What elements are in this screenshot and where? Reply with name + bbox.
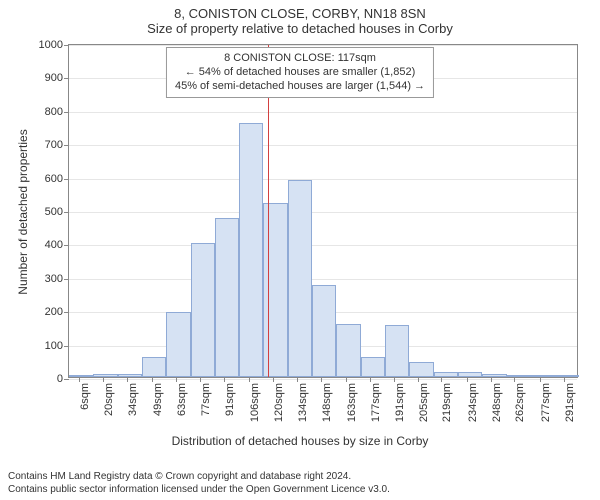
histogram-bar [482,374,506,377]
histogram-bar [507,375,531,377]
ytick-label: 300 [45,273,69,285]
xtick-mark [441,377,442,382]
ytick-label: 200 [45,306,69,318]
chart-subtitle: Size of property relative to detached ho… [0,21,600,40]
annotation-line-1: 8 CONISTON CLOSE: 117sqm [175,52,425,66]
y-axis-label: Number of detached properties [16,129,30,294]
xtick-mark [346,377,347,382]
ytick-label: 600 [45,173,69,185]
xtick-label: 106sqm [249,383,261,422]
ytick-label: 700 [45,139,69,151]
xtick-mark [394,377,395,382]
histogram-bar [555,375,579,377]
xtick-label: 163sqm [346,383,358,422]
histogram-bar [69,375,93,377]
gridline-h [69,179,577,180]
xtick-label: 91sqm [224,383,236,416]
ytick-label: 0 [57,373,69,385]
x-axis-label: Distribution of detached houses by size … [172,434,429,448]
xtick-label: 148sqm [321,383,333,422]
gridline-h [69,212,577,213]
xtick-mark [273,377,274,382]
xtick-mark [152,377,153,382]
xtick-label: 177sqm [370,383,382,422]
xtick-label: 205sqm [418,383,430,422]
xtick-label: 277sqm [540,383,552,422]
histogram-bar [409,362,433,377]
xtick-mark [127,377,128,382]
annotation-line-3: 45% of semi-detached houses are larger (… [175,80,425,94]
xtick-label: 262sqm [514,383,526,422]
xtick-label: 34sqm [127,383,139,416]
xtick-mark [467,377,468,382]
histogram-bar [336,324,360,377]
histogram-bar [93,374,117,377]
gridline-h [69,245,577,246]
histogram-bar [361,357,385,377]
xtick-label: 248sqm [491,383,503,422]
gridline-h [69,279,577,280]
xtick-label: 120sqm [273,383,285,422]
gridline-h [69,145,577,146]
histogram-bar [239,123,263,377]
xtick-label: 291sqm [564,383,576,422]
xtick-mark [514,377,515,382]
histogram-bar [191,243,215,377]
histogram-bar [166,312,190,377]
xtick-label: 49sqm [152,383,164,416]
xtick-label: 77sqm [200,383,212,416]
xtick-mark [564,377,565,382]
xtick-label: 234sqm [467,383,479,422]
xtick-label: 191sqm [394,383,406,422]
ytick-label: 500 [45,206,69,218]
histogram-bar [118,374,142,377]
histogram-bar [215,218,239,377]
xtick-label: 219sqm [441,383,453,422]
footer-line-2: Contains public sector information licen… [8,483,390,496]
histogram-bar [434,372,458,377]
histogram-bar [288,180,312,377]
xtick-mark [176,377,177,382]
chart-title: 8, CONISTON CLOSE, CORBY, NN18 8SN [0,0,600,21]
xtick-mark [200,377,201,382]
annotation-line-2: ← 54% of detached houses are smaller (1,… [175,66,425,80]
xtick-mark [321,377,322,382]
histogram-bar [385,325,409,377]
xtick-mark [249,377,250,382]
histogram-bar [458,372,482,377]
footer-attribution: Contains HM Land Registry data © Crown c… [8,470,390,496]
gridline-h [69,379,577,380]
xtick-mark [297,377,298,382]
footer-line-1: Contains HM Land Registry data © Crown c… [8,470,390,483]
histogram-bar [531,375,555,377]
gridline-h [69,45,577,46]
xtick-mark [370,377,371,382]
xtick-label: 6sqm [79,383,91,410]
xtick-mark [540,377,541,382]
xtick-label: 20sqm [103,383,115,416]
chart-root: { "header": { "address_line": "8, CONIST… [0,0,600,500]
xtick-label: 63sqm [176,383,188,416]
ytick-label: 800 [45,106,69,118]
histogram-bar [142,357,166,377]
xtick-mark [79,377,80,382]
ytick-label: 1000 [39,39,69,51]
histogram-bar [312,285,336,377]
xtick-mark [224,377,225,382]
gridline-h [69,112,577,113]
ytick-label: 400 [45,239,69,251]
xtick-mark [491,377,492,382]
ytick-label: 900 [45,72,69,84]
xtick-label: 134sqm [297,383,309,422]
annotation-box: 8 CONISTON CLOSE: 117sqm ← 54% of detach… [166,47,434,98]
xtick-mark [418,377,419,382]
xtick-mark [103,377,104,382]
ytick-label: 100 [45,340,69,352]
